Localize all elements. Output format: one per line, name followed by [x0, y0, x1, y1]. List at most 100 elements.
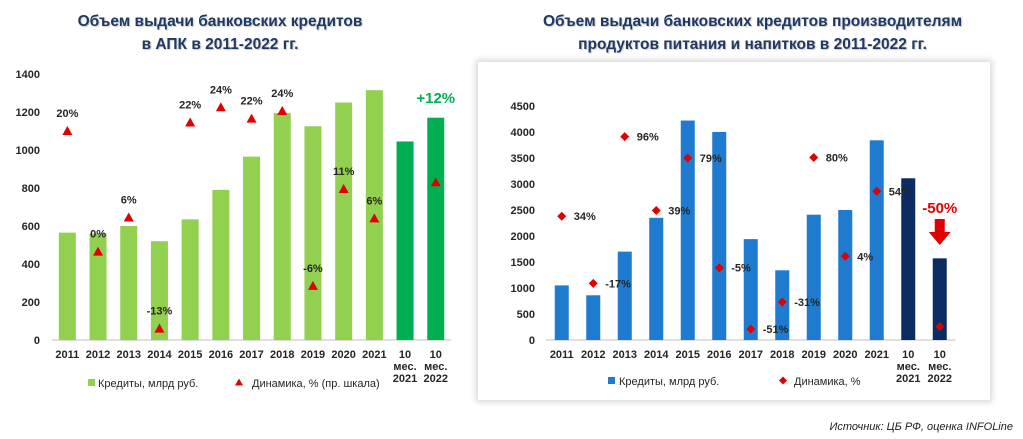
chart2-dynamics-label: 39%	[668, 206, 690, 218]
chart2-ytick: 1000	[511, 283, 535, 295]
chart2-ytick: 500	[517, 309, 535, 321]
chart1-dynamics-marker	[123, 212, 134, 222]
chart1-dynamics-marker	[185, 117, 196, 127]
chart1-bar	[150, 241, 168, 340]
chart2-title-line-2: продуктов питания и напитков в 2011-2022…	[578, 36, 927, 53]
chart1-category-label: 2012	[86, 349, 110, 361]
chart2-dynamics-label: -51%	[763, 324, 789, 336]
chart2-bar	[617, 251, 632, 340]
chart2-ytick: 1500	[511, 257, 535, 269]
chart1-dynamics-label: 24%	[271, 88, 293, 100]
chart1-bar	[427, 117, 445, 340]
chart2-category-label: 10	[902, 349, 914, 361]
chart1-title-line-2: в АПК в 2011-2022 гг.	[141, 36, 299, 53]
chart2-dynamics-label: -31%	[794, 297, 820, 309]
chart2-category-label: 2018	[770, 349, 794, 361]
chart1-category-label: 2017	[239, 349, 263, 361]
chart1-category-label: 2019	[301, 349, 325, 361]
chart2-bar	[649, 217, 664, 340]
chart1-category-label: 2015	[178, 349, 202, 361]
chart2-bar	[554, 285, 569, 340]
chart1-change-annotation: +12%	[416, 90, 455, 107]
chart1-legend-swatch-dynamics	[235, 378, 243, 386]
chart1-category-label: 2020	[331, 349, 355, 361]
chart1-legend-dynamics: Динамика, % (пр. шкала)	[252, 378, 380, 390]
chart2-bar	[806, 214, 821, 340]
chart2-dynamics-label: 80%	[826, 152, 848, 164]
chart2-dynamics-marker	[588, 278, 598, 288]
chart1-ytick: 1400	[16, 69, 40, 81]
chart2-title-line-1: Объем выдачи банковских кредитов произво…	[542, 13, 963, 30]
chart2-dynamics-label: -17%	[605, 278, 631, 290]
chart1-dynamics-marker	[154, 323, 165, 333]
chart2-dynamics-label: -5%	[731, 263, 751, 275]
chart2-dynamics-label: 96%	[637, 132, 659, 144]
chart1-bar	[181, 219, 199, 340]
chart1-category-label: 10	[430, 349, 442, 361]
chart1-dynamics-marker	[93, 246, 104, 256]
source-note: Источник: ЦБ РФ, оценка INFOLine	[829, 421, 1013, 433]
chart1-category-label: 2013	[117, 349, 141, 361]
chart2-category-label: 2021	[865, 349, 889, 361]
chart2-bar	[901, 178, 916, 340]
chart2-dynamics-marker	[935, 321, 945, 331]
chart1-ytick: 600	[22, 221, 40, 233]
chart2-category-label: 10	[934, 349, 946, 361]
chart2-legend-credits: Кредиты, млрд руб.	[619, 376, 719, 388]
chart2-legend-swatch-credits	[608, 377, 615, 384]
chart2-dynamics-label: 34%	[574, 211, 596, 223]
chart2-dynamics-marker	[557, 211, 567, 221]
chart2-dynamics-marker	[746, 324, 756, 334]
chart1-dynamics-label: 24%	[210, 84, 232, 96]
chart2-legend-swatch-dynamics	[779, 376, 787, 385]
chart1-dynamics-marker	[277, 106, 288, 116]
chart1-category-label: мес.	[393, 361, 416, 373]
chart1-dynamics-label: 0%	[90, 229, 106, 241]
chart2-legend-dynamics: Динамика, %	[794, 376, 861, 388]
chart2-category-label: 2020	[833, 349, 857, 361]
chart2-category-label: 2012	[581, 349, 605, 361]
chart2-bar	[680, 120, 695, 340]
chart2-title: Объем выдачи банковских кредитов произво…	[485, 10, 1020, 56]
chart1-ytick: 800	[22, 183, 40, 195]
chart1-dynamics-marker	[369, 213, 380, 223]
chart1-dynamics-marker	[62, 126, 73, 135]
chart2-ytick: 4000	[511, 127, 535, 139]
chart2-ytick: 4500	[511, 101, 535, 113]
chart1-bar	[212, 189, 230, 340]
chart1-bar	[273, 112, 291, 340]
chart1-ytick: 0	[34, 335, 40, 347]
chart2-bar	[869, 140, 884, 340]
chart2-dynamics-marker	[840, 251, 850, 261]
chart2-category-label: 2017	[739, 349, 763, 361]
chart1-category-label: мес.	[424, 361, 447, 373]
down-arrow-icon	[928, 219, 951, 245]
chart1-bar	[243, 156, 261, 340]
chart1-title: Объем выдачи банковских кредитов в АПК в…	[0, 10, 440, 56]
chart2-dynamics-marker	[809, 152, 819, 162]
chart2-category-label: 2011	[550, 349, 574, 361]
chart2-bar	[743, 239, 758, 340]
chart2-category-label: 2015	[676, 349, 700, 361]
chart1-legend-credits: Кредиты, млрд руб.	[98, 378, 198, 390]
chart2-dynamics-label: 4%	[857, 251, 873, 263]
chart2-ytick: 2000	[511, 231, 535, 243]
chart1-dynamics-marker	[430, 177, 441, 187]
chart1-dynamics-marker	[246, 113, 257, 123]
chart2-category-label: 2022	[928, 373, 952, 385]
chart2-dynamics-label: 54%	[889, 186, 911, 198]
chart2-category-label: 2013	[613, 349, 637, 361]
chart2-dynamics-marker	[651, 206, 661, 216]
chart2-change-annotation: -50%	[922, 200, 957, 217]
chart1-bar	[304, 126, 322, 340]
chart1-category-label: 2018	[270, 349, 294, 361]
chart1-dynamics-label: 6%	[366, 195, 382, 207]
chart1-bar	[120, 226, 138, 340]
chart2-dynamics-marker	[872, 186, 882, 196]
chart2-dynamics-marker	[683, 153, 693, 163]
chart1-ytick: 1000	[16, 145, 40, 157]
chart1-ytick: 200	[22, 297, 40, 309]
chart1-dynamics-label: 22%	[179, 99, 201, 111]
chart2-category-label: 2021	[896, 373, 920, 385]
